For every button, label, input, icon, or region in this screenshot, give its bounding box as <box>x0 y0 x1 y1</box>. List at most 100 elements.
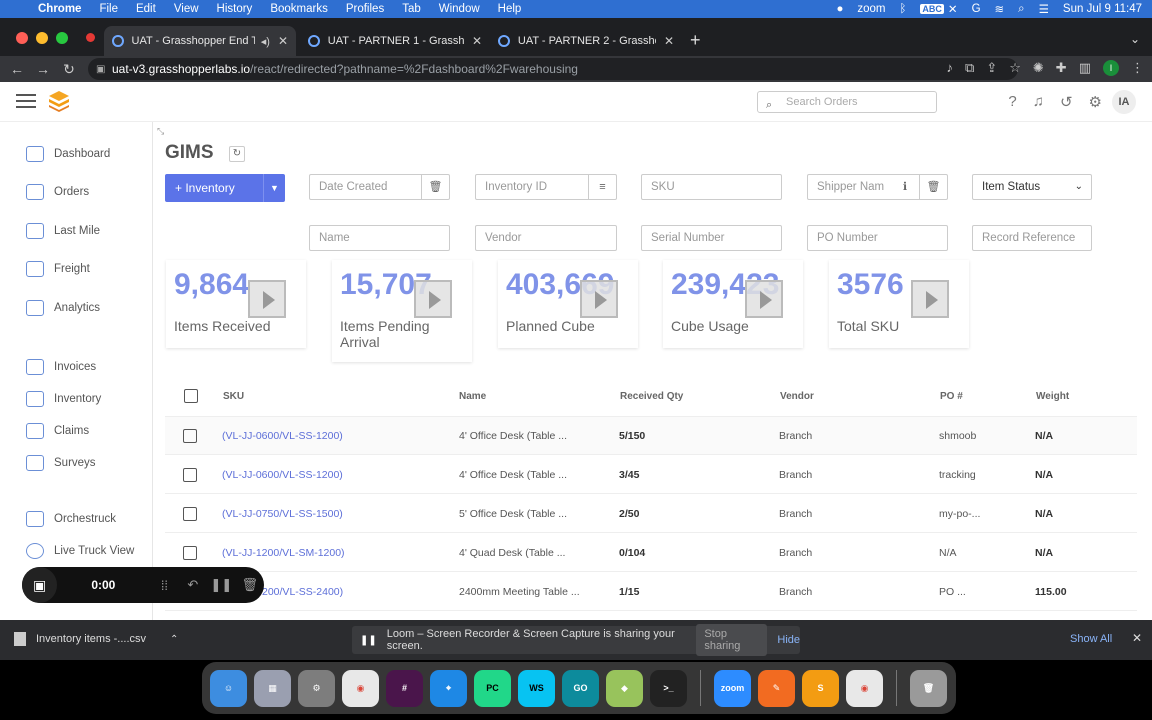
table-row[interactable]: (VL-JJ-1200/VL-SM-1200) 4' Quad Desk (Ta… <box>165 534 1137 572</box>
sidebar-item-surveys[interactable]: Surveys <box>26 455 96 471</box>
drag-handle-icon[interactable]: ⁞⁞ <box>160 577 169 593</box>
help-icon[interactable]: ? <box>1008 93 1017 110</box>
sku-link[interactable]: (VL-JJ-1200/VL-SM-1200) <box>222 547 345 559</box>
close-window-button[interactable] <box>16 32 28 44</box>
menubar-clock[interactable]: Sun Jul 9 11:47 <box>1062 3 1142 15</box>
column-header-vendor[interactable]: Vendor <box>780 391 814 402</box>
sidebar-item-freight[interactable]: Freight <box>26 261 90 277</box>
install-icon[interactable]: ⧉ <box>965 60 975 75</box>
date-created-filter[interactable]: Date Created 🗑 <box>309 174 450 200</box>
add-inventory-button[interactable]: + Inventory ▼ <box>165 174 285 202</box>
chrome-icon[interactable]: ◉ <box>342 669 379 707</box>
gear-icon[interactable]: ⚙ <box>1088 94 1102 111</box>
terminal-icon[interactable]: >_ <box>650 669 687 707</box>
info-icon[interactable]: ℹ <box>902 181 908 193</box>
mute-icon[interactable]: ✕ <box>947 4 958 16</box>
play-icon[interactable] <box>248 280 286 318</box>
inventory-id-filter[interactable]: Inventory ID ≡ <box>475 174 617 200</box>
sku-link[interactable]: (VL-JJ-0750/VL-SS-1500) <box>222 508 343 520</box>
sku-link[interactable]: 200/VL-SS-2400) <box>262 586 344 598</box>
goland-icon[interactable]: GO <box>562 669 599 707</box>
play-icon[interactable] <box>580 280 618 318</box>
system-settings-icon[interactable]: ⚙ <box>298 669 335 707</box>
show-all-button[interactable]: Show All <box>1070 633 1113 645</box>
sku-filter[interactable]: SKU <box>641 174 782 200</box>
stop-sharing-button[interactable]: Stop sharing <box>696 624 768 656</box>
table-row[interactable]: (VL-JJ-0600/VL-SS-1200) 4' Office Desk (… <box>165 456 1137 494</box>
pencil-icon[interactable]: ✎ <box>758 669 795 707</box>
sku-link[interactable]: (VL-JJ-0600/VL-SS-1200) <box>222 469 343 481</box>
webstorm-icon[interactable]: WS <box>518 669 555 707</box>
row-checkbox[interactable] <box>183 468 197 482</box>
sourcetree-icon[interactable]: ◆ <box>606 669 643 707</box>
menu-window[interactable]: Window <box>438 3 480 15</box>
sidebar-item-orchestruck[interactable]: Orchestruck <box>26 511 116 527</box>
play-icon[interactable] <box>745 280 783 318</box>
sublime-icon[interactable]: S <box>802 669 839 707</box>
sidebar-item-claims[interactable]: Claims <box>26 423 89 439</box>
item-status-select[interactable]: Item Status ⌄ <box>972 174 1092 200</box>
sidepanel-icon[interactable]: ▥ <box>1078 60 1091 75</box>
grasshopper-logo[interactable] <box>48 90 70 112</box>
bookmark-star-icon[interactable]: ☆ <box>1009 60 1021 75</box>
table-row[interactable]: (VL-JJ-0750/VL-SS-1500) 5' Office Desk (… <box>165 495 1137 533</box>
wifi-icon[interactable]: ≋ <box>994 4 1005 16</box>
input-source-badge[interactable]: ABC <box>920 4 944 14</box>
list-icon[interactable]: ≡ <box>588 175 616 199</box>
reload-icon[interactable]: ↻ <box>63 60 75 77</box>
close-tab-icon[interactable]: ✕ <box>277 34 288 48</box>
table-row[interactable]: 200/VL-SS-2400) 2400mm Meeting Table ...… <box>165 573 1137 611</box>
control-center-icon[interactable]: ☰ <box>1038 4 1049 16</box>
column-header-received-qty[interactable]: Received Qty <box>620 391 684 402</box>
play-icon[interactable] <box>414 280 452 318</box>
address-bar[interactable]: ▣ uat-v3.grasshopperlabs.io /react/redir… <box>88 58 1018 80</box>
record-icon[interactable]: ● <box>836 3 844 15</box>
hamburger-menu-icon[interactable] <box>16 94 36 110</box>
camera-icon[interactable]: ▣ <box>22 567 58 603</box>
column-header-sku[interactable]: SKU <box>223 391 245 402</box>
back-icon[interactable]: ← <box>10 61 24 77</box>
pycharm-icon[interactable]: PC <box>474 669 511 707</box>
column-header-weight[interactable]: Weight <box>1036 391 1070 402</box>
serial-number-filter[interactable]: Serial Number <box>641 225 782 251</box>
share-icon[interactable]: ⇪ <box>986 60 998 75</box>
bell-icon[interactable]: ♫ <box>1032 93 1044 110</box>
refresh-icon[interactable]: ↻ <box>229 146 245 162</box>
menu-tab[interactable]: Tab <box>402 3 421 15</box>
sidebar-item-inventory[interactable]: Inventory <box>26 391 101 407</box>
sku-link[interactable]: (VL-JJ-0600/VL-SS-1200) <box>222 430 343 442</box>
record-reference-filter[interactable]: Record Reference <box>972 225 1092 251</box>
profile-avatar[interactable]: I <box>1103 60 1119 76</box>
download-item[interactable]: Inventory items -....csv ⌃ <box>14 632 178 646</box>
forward-icon[interactable]: → <box>36 61 50 77</box>
bluetooth-icon[interactable]: ᛒ <box>899 3 907 15</box>
puzzle-icon[interactable]: ✚ <box>1055 60 1067 75</box>
sidebar-item-live-truck-view[interactable]: Live Truck View <box>26 543 134 559</box>
new-tab-icon[interactable]: + <box>690 30 701 50</box>
trash-icon[interactable]: 🗑 <box>910 669 947 707</box>
close-tab-icon[interactable]: ✕ <box>471 34 482 48</box>
select-all-checkbox[interactable] <box>184 389 198 403</box>
slack-icon[interactable]: # <box>386 669 423 707</box>
close-icon[interactable]: ✕ <box>1132 631 1143 645</box>
sidebar-item-last-mile[interactable]: Last Mile <box>26 223 100 239</box>
chevron-up-icon[interactable]: ⌃ <box>170 633 179 645</box>
row-checkbox[interactable] <box>183 546 197 560</box>
chevron-down-icon[interactable]: ⌄ <box>1129 32 1140 46</box>
sidebar-item-dashboard[interactable]: Dashboard <box>26 146 110 162</box>
menu-profiles[interactable]: Profiles <box>345 3 385 15</box>
menu-chrome[interactable]: Chrome <box>38 3 82 15</box>
grammarly-icon[interactable]: G <box>971 3 981 15</box>
expand-icon[interactable]: ⤡ <box>157 126 165 136</box>
maps-icon[interactable]: ⌖ <box>430 669 467 707</box>
table-row[interactable]: (VL-JJ-0600/VL-SS-1200) 4' Office Desk (… <box>165 417 1137 455</box>
tab-2[interactable]: UAT - PARTNER 1 - Grasshopp ✕ <box>300 26 490 56</box>
sidebar-item-invoices[interactable]: Invoices <box>26 359 96 375</box>
po-number-filter[interactable]: PO Number <box>807 225 948 251</box>
more-icon[interactable]: ⋮ <box>1131 60 1144 75</box>
close-tab-icon[interactable]: ✕ <box>663 34 674 48</box>
tab-1[interactable]: UAT - Grasshopper End To ◂) ✕ <box>104 26 296 56</box>
lock-icon[interactable]: ▣ <box>96 63 106 75</box>
play-icon[interactable] <box>911 280 949 318</box>
finder-icon[interactable]: ☺ <box>210 669 247 707</box>
